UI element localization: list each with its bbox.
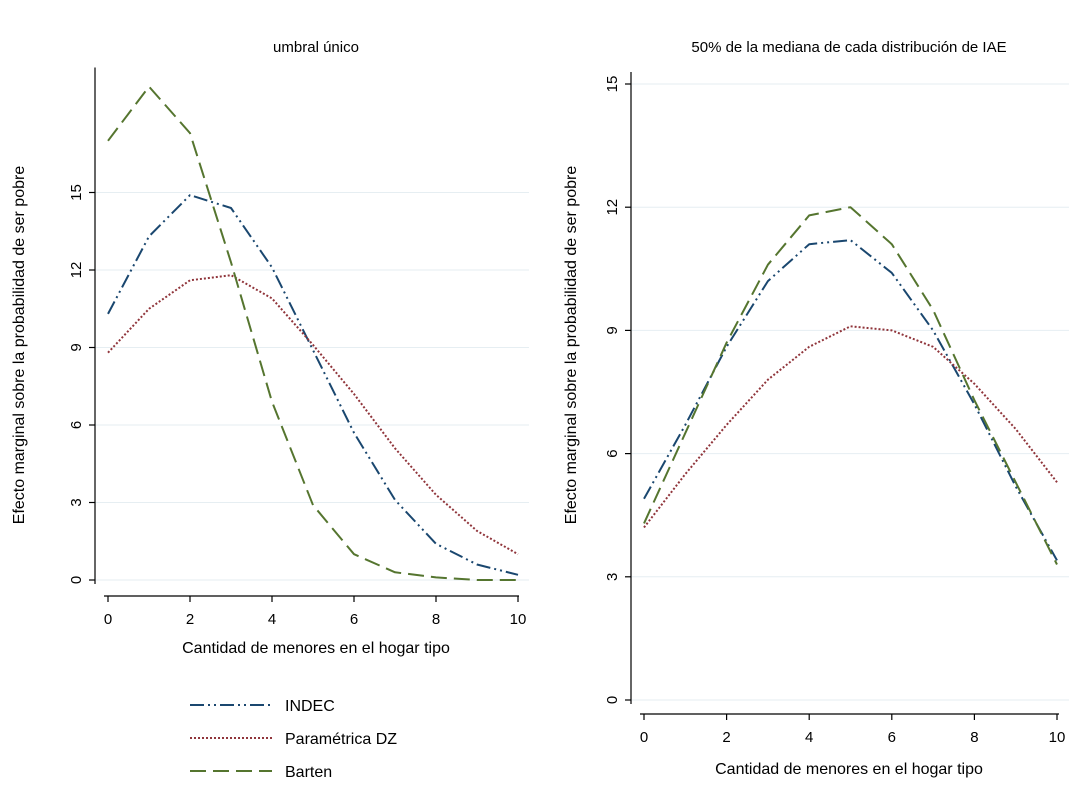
x-tick-label-4: 4	[805, 729, 813, 746]
x-tick-label-10: 10	[510, 611, 527, 628]
x-tick-label-8: 8	[970, 729, 978, 746]
y-tick-label-3: 3	[68, 498, 85, 506]
x-tick-label-6: 6	[888, 729, 896, 746]
x-axis-title: Cantidad de menores en el hogar tipo	[182, 640, 450, 657]
panel-50-mediana: 0 3 6 9 12 15 0 2 4 6 8 10 50% de la mediana de cada…	[563, 39, 1069, 778]
y-tick-label-3: 3	[604, 573, 621, 581]
legend: INDEC Paramétrica DZ Barten	[190, 698, 397, 781]
x-axis-title: Cantidad de menores en el hogar tipo	[715, 761, 983, 778]
y-tick-label-6: 6	[604, 449, 621, 457]
chart-title: 50% de la mediana de cada distribución d…	[691, 39, 1006, 56]
y-tick-label-15: 15	[68, 184, 85, 201]
x-tick-label-4: 4	[268, 611, 276, 628]
y-tick-label-12: 12	[604, 199, 621, 216]
y-axis-title: Efecto marginal sobre la probabilidad de…	[563, 166, 580, 525]
y-tick-label-0: 0	[604, 696, 621, 704]
y-tick-label-15: 15	[604, 76, 621, 93]
x-tick-label-6: 6	[350, 611, 358, 628]
legend-label-parametrica-dz: Paramétrica DZ	[285, 731, 397, 748]
x-tick-label-2: 2	[186, 611, 194, 628]
panel-umbral-unico: 0 3 6 9 12 15 0 2 4 6 8 10 umbral único Cantidad de m…	[11, 39, 529, 657]
series-line-barten	[107, 85, 518, 581]
y-tick-label-9: 9	[68, 343, 85, 351]
x-tick-label-0: 0	[104, 611, 112, 628]
legend-label-barten: Barten	[285, 764, 332, 781]
x-tick-label-0: 0	[640, 729, 648, 746]
series-line-parametrica-dz	[107, 274, 519, 556]
series-line-indec	[643, 239, 1058, 561]
y-tick-label-9: 9	[604, 326, 621, 334]
x-tick-label-10: 10	[1049, 729, 1066, 746]
y-axis-title: Efecto marginal sobre la probabilidad de…	[11, 166, 28, 525]
series-line-parametrica-dz	[643, 325, 1058, 529]
legend-label-indec: INDEC	[285, 698, 335, 715]
x-tick-label-8: 8	[432, 611, 440, 628]
series-line-indec	[107, 194, 519, 576]
y-tick-label-0: 0	[68, 576, 85, 584]
series-line-barten	[643, 206, 1058, 565]
x-tick-label-2: 2	[722, 729, 730, 746]
y-tick-label-6: 6	[68, 421, 85, 429]
y-tick-label-12: 12	[68, 262, 85, 279]
chart-title: umbral único	[273, 39, 359, 56]
